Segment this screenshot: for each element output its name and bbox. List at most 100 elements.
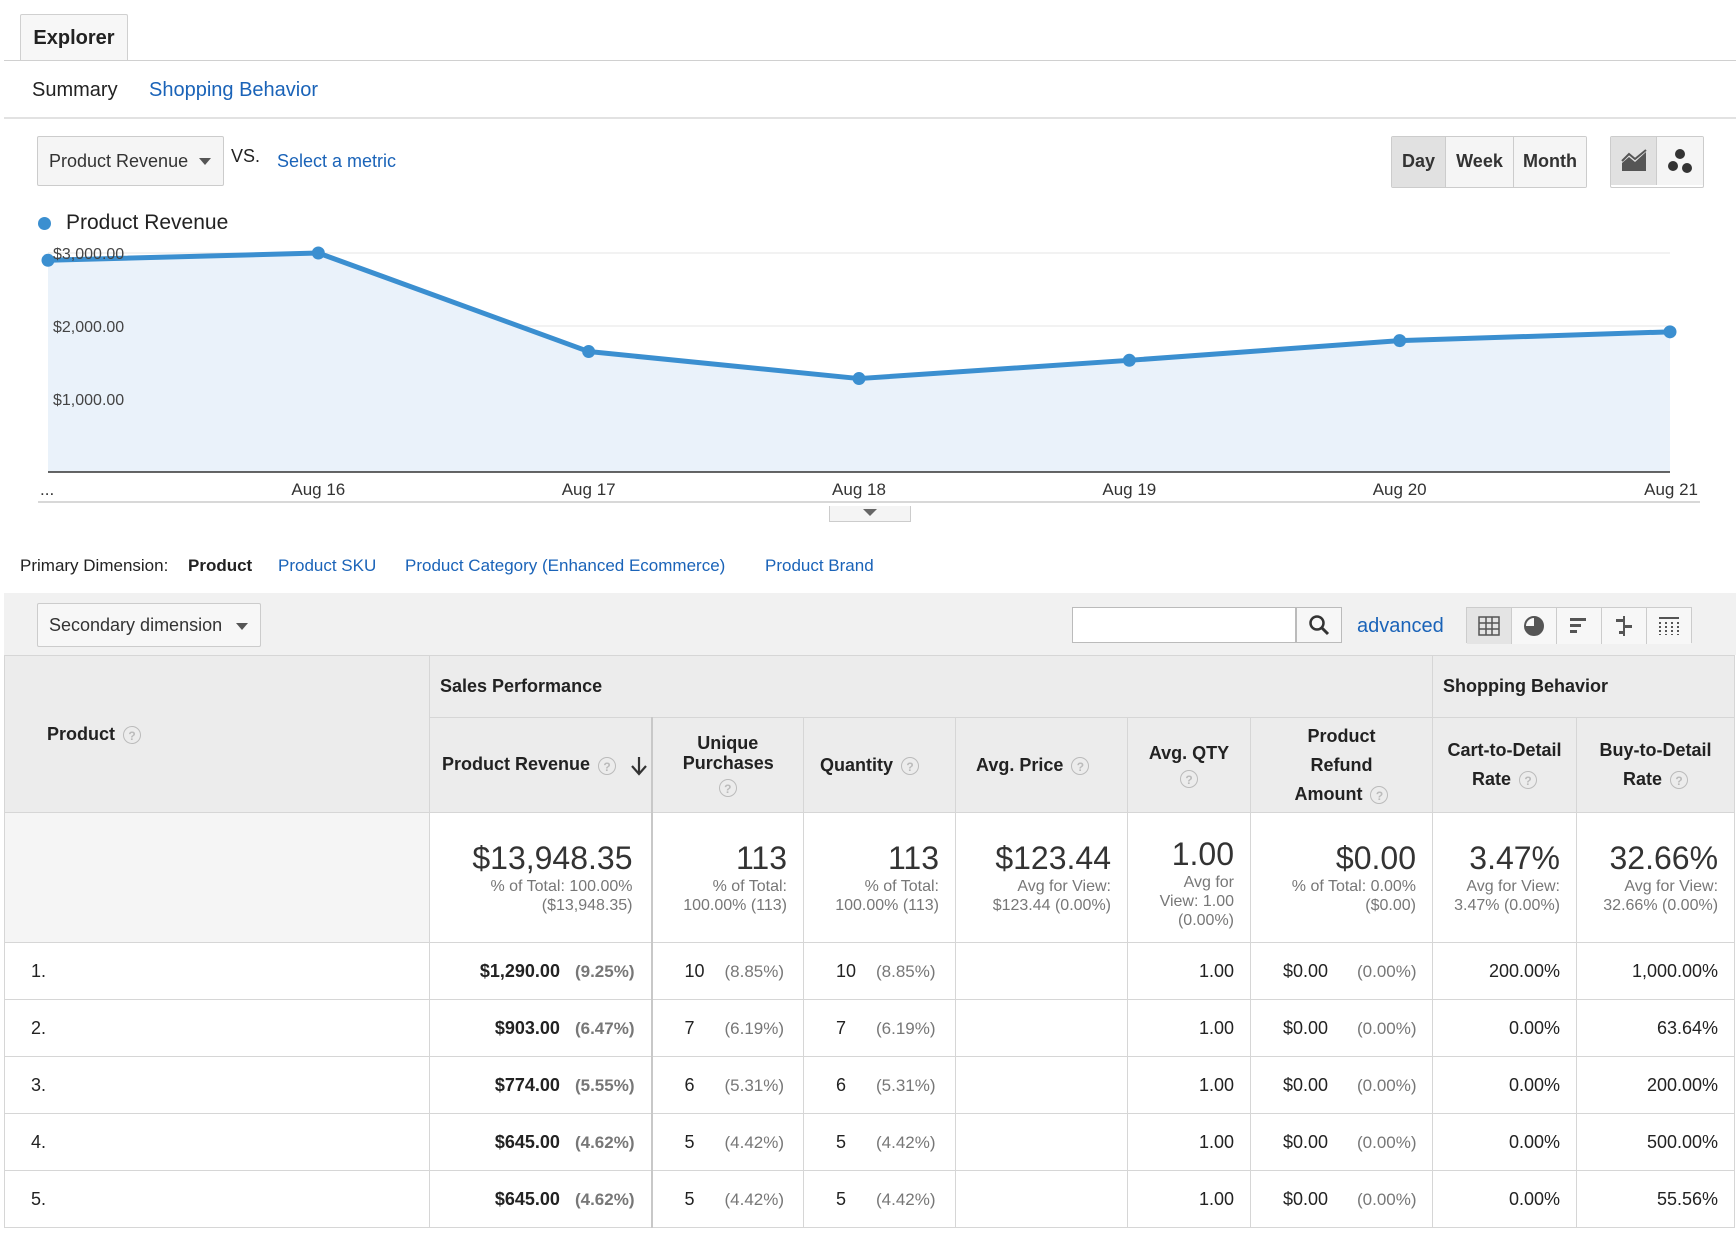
comparison-view-button[interactable] (1602, 608, 1647, 644)
row-avg-qty-value: 1.00 (1198, 1074, 1234, 1095)
row-refund-pct: (0.00%) (1357, 1018, 1417, 1038)
subtab-shopping-behavior[interactable]: Shopping Behavior (149, 79, 319, 101)
data-point (311, 246, 325, 260)
data-view-button[interactable] (1467, 608, 1512, 644)
pivot-table-icon (1659, 617, 1679, 635)
row-quantity: 10 (8.85%) (803, 942, 956, 1000)
row-avg-qty: 1.00 (1127, 999, 1251, 1057)
total-avg-qty-sub: View: 1.00 (1159, 893, 1234, 910)
dimension-product[interactable]: Product (188, 556, 253, 575)
select-metric-link[interactable]: Select a metric (277, 151, 397, 171)
row-buy-value: 63.64% (1656, 1017, 1719, 1038)
column-header-quantity[interactable]: Quantity? (803, 717, 956, 813)
column-header-refund-amount[interactable]: Product Refund Amount? (1250, 717, 1433, 813)
subtab-summary[interactable]: Summary (32, 79, 118, 101)
table-row: 3. $774.00 (5.55%) 6 (5.31%) 6 (5.31%) 1.00 $0.… (4, 1056, 1736, 1114)
row-index-cell[interactable]: 4. (4, 1113, 430, 1171)
column-header-cart-label: Cart-to-Detail Rate (1447, 740, 1562, 789)
row-refund: $0.00 (0.00%) (1250, 999, 1433, 1057)
row-cart-to-detail: 0.00% (1432, 1170, 1577, 1228)
row-index-cell[interactable]: 2. (4, 999, 430, 1057)
row-refund-pct: (0.00%) (1357, 1132, 1417, 1152)
row-qty-value: 6 (836, 1074, 847, 1095)
chart-collapse-handle[interactable] (829, 506, 911, 522)
row-quantity: 7 (6.19%) (803, 999, 956, 1057)
help-icon[interactable]: ? (901, 756, 920, 775)
chevron-down-icon (199, 158, 211, 165)
row-avg-qty-value: 1.00 (1198, 960, 1234, 981)
table-row: 1. $1,290.00 (9.25%) 10 (8.85%) 10 (8.85%) 1.0… (4, 942, 1736, 1000)
total-avg-qty: 1.00 Avg for View: 1.00 (0.00%) (1127, 812, 1251, 943)
pivot-view-button[interactable] (1647, 608, 1691, 644)
tab-divider (4, 60, 1736, 61)
table-search-input[interactable] (1072, 607, 1296, 643)
column-header-avg-qty[interactable]: Avg. QTY? (1127, 717, 1251, 813)
column-header-avg-price[interactable]: Avg. Price? (955, 717, 1128, 813)
column-header-product-revenue[interactable]: Product Revenue? (429, 717, 653, 813)
column-header-unique-purchases[interactable]: Unique Purchases? (651, 717, 804, 813)
metric-dropdown[interactable]: Product Revenue (37, 136, 224, 186)
row-unique: 5 (4.42%) (651, 1170, 804, 1228)
search-button[interactable] (1296, 607, 1342, 643)
help-icon[interactable]: ? (1670, 771, 1688, 790)
total-unique-value: 113 (735, 840, 787, 876)
row-revenue-pct: (9.25%) (574, 961, 635, 981)
secondary-dimension-dropdown[interactable]: Secondary dimension (37, 603, 261, 647)
percentage-view-button[interactable] (1512, 608, 1557, 644)
advanced-link[interactable]: advanced (1357, 615, 1444, 637)
row-avg-price (955, 1056, 1128, 1114)
row-cart-to-detail: 0.00% (1432, 1113, 1577, 1171)
row-cart-value: 0.00% (1508, 1017, 1560, 1038)
total-revenue-sub: % of Total: 100.00% (490, 878, 633, 895)
row-index-cell[interactable]: 5. (4, 1170, 430, 1228)
row-revenue-value: $774.00 (494, 1074, 560, 1095)
row-refund: $0.00 (0.00%) (1250, 942, 1433, 1000)
column-header-avg-qty-label: Avg. QTY (1148, 742, 1230, 763)
dimension-product-category[interactable]: Product Category (Enhanced Ecommerce) (405, 556, 726, 575)
row-refund-pct: (0.00%) (1357, 961, 1417, 981)
row-unique-pct: (8.85%) (724, 961, 785, 981)
total-buy-to-detail: 32.66% Avg for View: 32.66% (0.00%) (1575, 812, 1736, 943)
row-quantity: 6 (5.31%) (803, 1056, 956, 1114)
help-icon[interactable]: ? (598, 756, 617, 775)
column-header-cart-to-detail[interactable]: Cart-to-Detail Rate? (1432, 717, 1577, 813)
total-refund-sub: % of Total: 0.00% (1291, 878, 1416, 895)
dimension-product-brand[interactable]: Product Brand (765, 556, 874, 575)
column-header-buy-label: Buy-to-Detail Rate (1599, 740, 1712, 789)
grid-icon (1478, 616, 1500, 636)
row-unique-value: 6 (684, 1074, 695, 1095)
total-quantity-sub: 100.00% (113) (835, 897, 939, 914)
dimension-product-sku[interactable]: Product SKU (278, 556, 377, 575)
metric-dropdown-label: Product Revenue (49, 151, 189, 171)
row-index-cell[interactable]: 3. (4, 1056, 430, 1114)
column-header-product[interactable]: Product? (4, 655, 430, 813)
week-button[interactable]: Week (1446, 137, 1514, 187)
help-icon[interactable]: ? (1370, 785, 1389, 804)
row-qty-pct: (4.42%) (876, 1189, 936, 1209)
row-refund-value: $0.00 (1283, 960, 1329, 981)
primary-dimension-label: Primary Dimension: (20, 556, 169, 575)
sort-descending-icon[interactable] (631, 756, 647, 776)
motion-chart-button[interactable] (1657, 137, 1703, 185)
help-icon[interactable]: ? (1519, 771, 1537, 790)
help-icon[interactable]: ? (718, 779, 737, 797)
row-index-cell[interactable]: 1. (4, 942, 430, 1000)
day-button[interactable]: Day (1392, 137, 1446, 187)
x-tick-label: Aug 19 (1102, 480, 1156, 499)
help-icon[interactable]: ? (1180, 769, 1198, 788)
table-row: 2. $903.00 (6.47%) 7 (6.19%) 7 (6.19%) 1.00 $0.… (4, 999, 1736, 1057)
help-icon[interactable]: ? (1071, 756, 1090, 775)
row-refund-pct: (0.00%) (1357, 1075, 1417, 1095)
row-avg-qty-value: 1.00 (1198, 1188, 1234, 1209)
table-row: 4. $645.00 (4.62%) 5 (4.42%) 5 (4.42%) 1.00 $0.… (4, 1113, 1736, 1171)
column-header-product-revenue-label: Product Revenue (442, 754, 591, 775)
time-granularity-group: Day Week Month (1391, 136, 1587, 188)
column-header-buy-to-detail[interactable]: Buy-to-Detail Rate? (1575, 717, 1736, 813)
tab-explorer[interactable]: Explorer (20, 14, 128, 61)
line-chart-button[interactable] (1611, 137, 1657, 185)
row-buy-value: 55.56% (1656, 1188, 1719, 1209)
performance-view-button[interactable] (1557, 608, 1602, 644)
row-qty-pct: (8.85%) (876, 961, 936, 981)
help-icon[interactable]: ? (123, 725, 142, 744)
month-button[interactable]: Month (1514, 137, 1586, 187)
